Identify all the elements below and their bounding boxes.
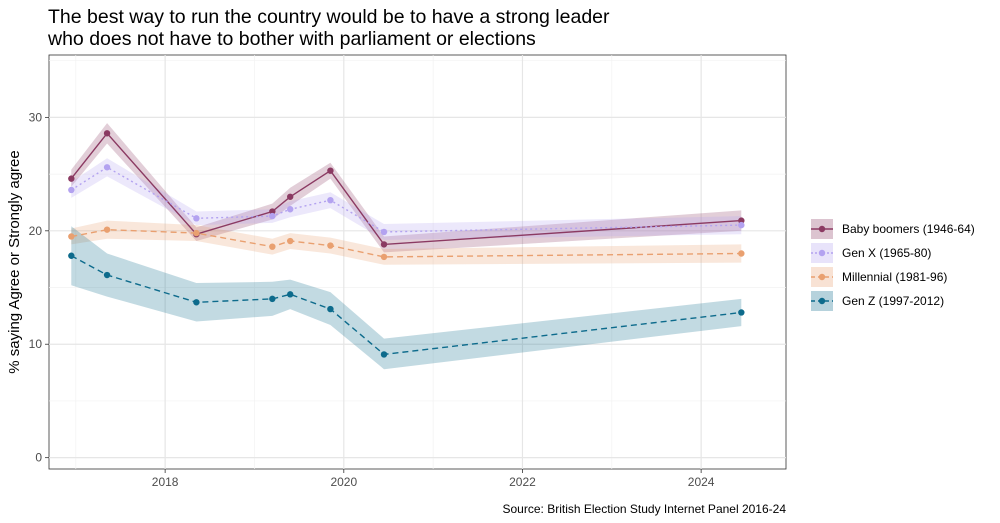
legend-label: Gen X (1965-80) [842, 246, 932, 260]
point-series-2 [193, 229, 200, 237]
ribbon-series-2 [71, 220, 742, 265]
grid-major [49, 55, 786, 469]
legend-item: Baby boomers (1946-64) [810, 217, 975, 241]
point-series-1 [738, 221, 745, 229]
y-axis-title: % saying Agree or Strongly agree [6, 150, 23, 373]
point-series-2 [68, 233, 75, 240]
legend-key [811, 243, 833, 263]
point-series-3 [269, 295, 276, 303]
legend-item: Gen X (1965-80) [810, 241, 975, 265]
ribbon-series-1 [71, 158, 742, 240]
legend-label: Gen Z (1997-2012) [842, 294, 945, 308]
series-lines [70, 132, 742, 356]
point-series-2 [103, 226, 111, 233]
point-series-1 [193, 215, 200, 222]
legend-key [811, 291, 833, 311]
point-series-2 [287, 237, 294, 245]
point-series-3 [287, 291, 294, 298]
ribbon-series-0 [71, 123, 742, 253]
point-series-1 [327, 196, 334, 204]
legend-key-point [818, 249, 826, 257]
grid-minor [49, 55, 786, 469]
point-series-3 [68, 252, 75, 259]
y-tick-label: 0 [35, 451, 42, 465]
legend-key [811, 267, 833, 287]
chart-title: The best way to run the country would be… [48, 6, 610, 50]
series-points [68, 130, 745, 358]
legend-key [811, 219, 833, 239]
chart-title-line-1: The best way to run the country would be… [48, 6, 610, 28]
source-caption: Source: British Election Study Internet … [502, 502, 787, 516]
legend-key-point [818, 297, 826, 305]
legend-label: Millennial (1981-96) [842, 270, 948, 284]
legend-item: Gen Z (1997-2012) [810, 289, 975, 313]
point-series-2 [738, 250, 745, 257]
y-axis: 0 10 20 30 [29, 110, 49, 465]
point-series-3 [327, 305, 334, 313]
point-series-2 [327, 242, 334, 249]
point-series-0 [327, 167, 334, 174]
y-tick-label: 20 [29, 224, 43, 238]
x-tick-label: 2020 [330, 475, 357, 489]
y-tick-label: 30 [29, 110, 43, 124]
line-series-1 [70, 166, 742, 233]
line-series-0 [70, 132, 742, 246]
point-series-1 [269, 212, 276, 220]
y-tick-label: 10 [29, 337, 43, 351]
x-tick-label: 2022 [509, 475, 536, 489]
point-series-0 [269, 208, 276, 215]
line-series-2 [71, 228, 742, 258]
point-series-1 [287, 206, 294, 213]
legend-key-point [818, 273, 826, 281]
x-axis: 2018 2020 2022 2024 [152, 469, 715, 489]
point-series-1 [103, 164, 111, 171]
legend-key-point [818, 225, 826, 233]
point-series-3 [380, 351, 388, 358]
point-series-3 [103, 271, 111, 279]
confidence-ribbons [71, 123, 742, 370]
x-tick-label: 2024 [688, 475, 715, 489]
x-tick-label: 2018 [152, 475, 179, 489]
point-series-2 [380, 253, 388, 261]
point-series-3 [738, 309, 745, 316]
legend: Baby boomers (1946-64) Gen X (1965-80) Mil… [810, 217, 975, 313]
legend-item: Millennial (1981-96) [810, 265, 975, 289]
point-series-1 [68, 186, 75, 194]
point-series-0 [68, 175, 75, 182]
plot-panel [48, 54, 787, 470]
point-series-2 [269, 243, 276, 250]
point-series-0 [380, 241, 388, 248]
point-series-0 [103, 130, 111, 137]
point-series-1 [380, 228, 388, 236]
chart-title-line-2: who does not have to bother with parliam… [48, 28, 536, 50]
legend-label: Baby boomers (1946-64) [842, 222, 975, 236]
point-series-0 [738, 217, 745, 224]
point-series-0 [287, 193, 294, 200]
ribbon-series-3 [71, 226, 742, 370]
point-series-3 [193, 299, 200, 306]
